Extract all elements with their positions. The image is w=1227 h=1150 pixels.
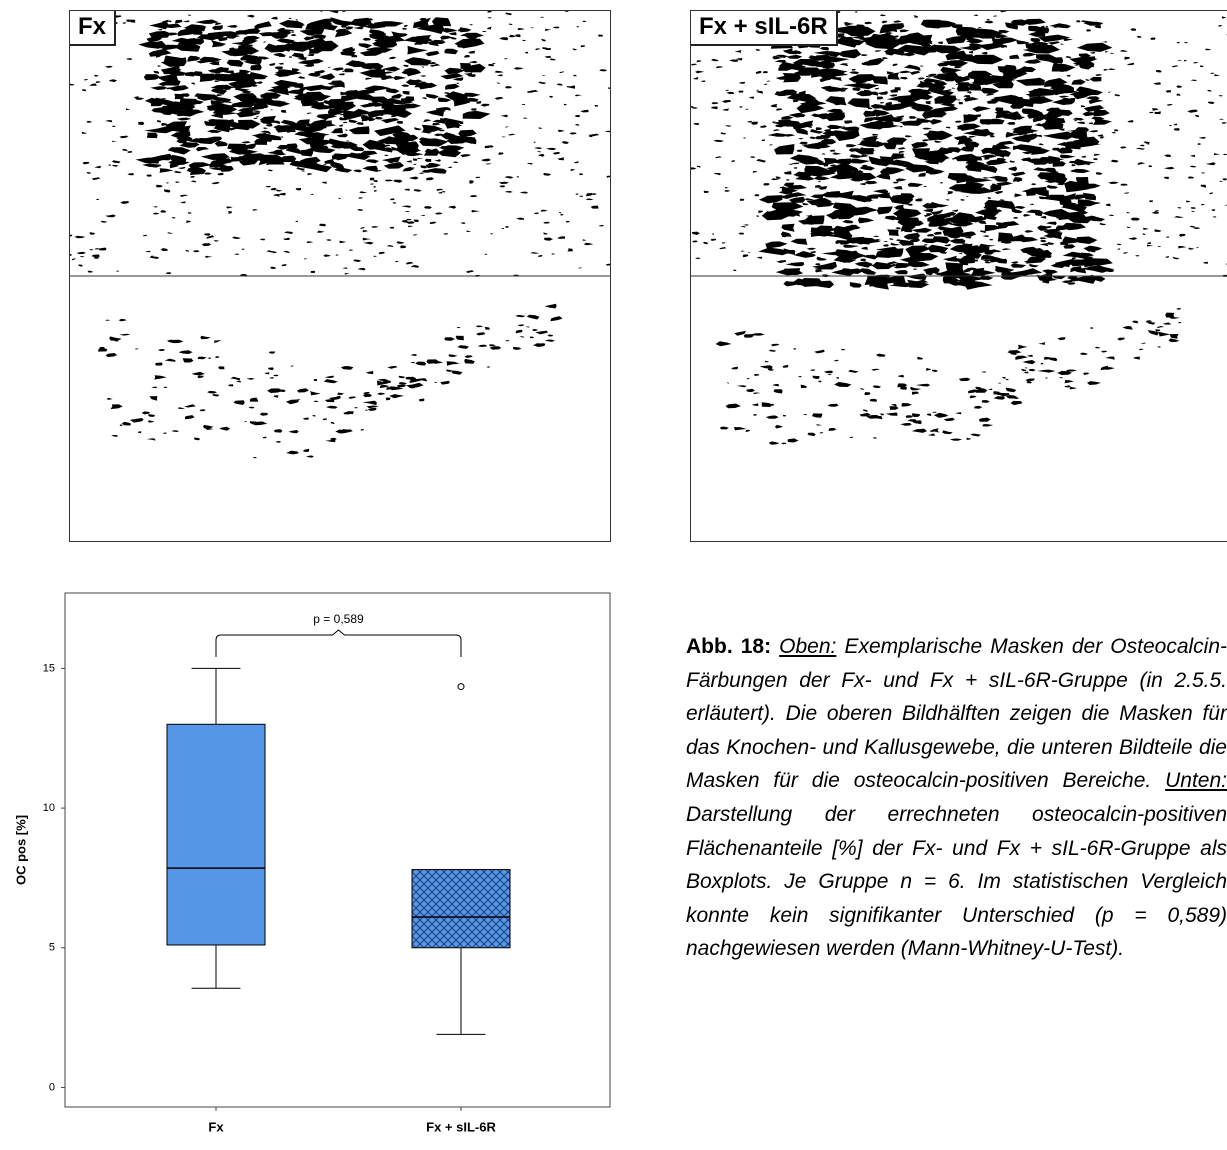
caption-text: Unten: bbox=[1165, 769, 1227, 792]
y-tick-label: 10 bbox=[43, 802, 55, 814]
x-tick-label: Fx + sIL-6R bbox=[426, 1119, 496, 1134]
box bbox=[167, 724, 265, 945]
mask-image bbox=[691, 11, 1227, 541]
annotation: p = 0,589 bbox=[313, 612, 364, 626]
significance-bracket bbox=[216, 630, 461, 657]
mask-image bbox=[70, 11, 610, 541]
mask-texture bbox=[70, 11, 610, 458]
image-panel: Fx + sIL-6R bbox=[690, 10, 1227, 542]
boxplot: 0 5 10 15 OC pos [%] Fx Fx + sIL-6R p = 0,589 bbox=[0, 580, 640, 1150]
plot-frame bbox=[65, 593, 610, 1107]
caption-text: Exemplarische Masken der Osteocalcin-Fär… bbox=[686, 635, 1227, 792]
caption-text: Darstellung der errechneten osteocalcin-… bbox=[686, 803, 1227, 960]
x-tick-label: Fx bbox=[208, 1119, 224, 1134]
caption-text: Oben: bbox=[779, 635, 836, 658]
box bbox=[412, 870, 510, 948]
outlier bbox=[458, 684, 464, 690]
y-tick-label: 5 bbox=[49, 942, 55, 954]
mask-texture bbox=[691, 11, 1227, 445]
y-tick-label: 15 bbox=[43, 662, 55, 674]
panel-label: Fx bbox=[70, 11, 116, 46]
y-tick-label: 0 bbox=[49, 1081, 55, 1093]
caption-text: Abb. 18: bbox=[686, 635, 771, 658]
image-panel: Fx bbox=[69, 10, 611, 542]
caption: Abb. 18: Oben: Exemplarische Masken der … bbox=[686, 630, 1227, 966]
y-axis-label: OC pos [%] bbox=[13, 815, 28, 885]
panel-label: Fx + sIL-6R bbox=[691, 11, 838, 46]
figure: Fx Fx + sIL-6R 0 5 10 15 OC pos [%] Fx Fx + sI… bbox=[0, 0, 1227, 1150]
